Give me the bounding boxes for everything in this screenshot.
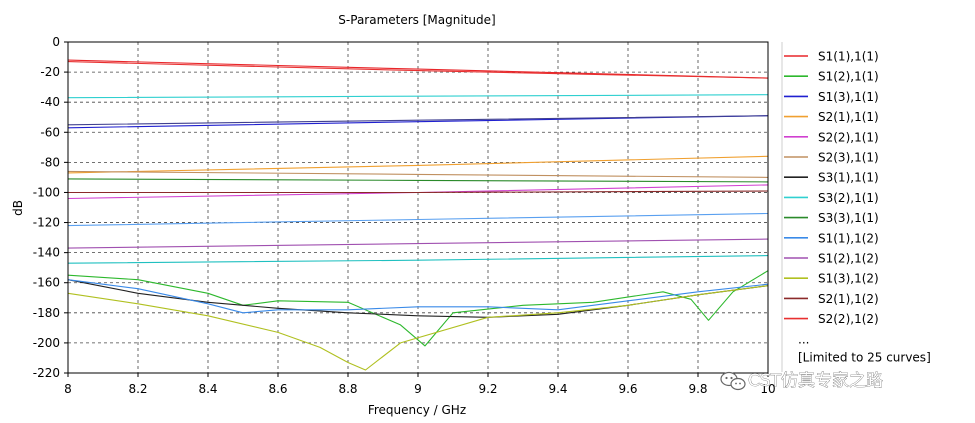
x-tick-label: 8.6: [268, 382, 287, 396]
grid: [67, 41, 769, 374]
series-line-s1-2-1-2-: [67, 238, 769, 249]
y-tick-label: -100: [33, 185, 60, 199]
legend-footer: ...: [798, 332, 809, 346]
series-line-s2-1-1-2-: [68, 190, 769, 194]
x-tick-label: 8.4: [198, 382, 217, 396]
x-tick-label: 8: [64, 382, 72, 396]
legend-label: S1(1),1(1): [818, 50, 879, 64]
legend-label: S3(3),1(1): [818, 211, 879, 225]
y-tick-label: -180: [33, 306, 60, 320]
x-tick-label: 9.8: [688, 382, 707, 396]
y-axis-title: dB: [11, 200, 25, 216]
legend-label: S1(3),1(1): [818, 90, 879, 104]
y-tick-label: -40: [40, 95, 60, 109]
series-line-unlabeled-15: [67, 255, 769, 264]
chart-title: S-Parameters [Magnitude]: [338, 13, 495, 27]
y-axis-ticks: 0 -20 -40 -60 -80 -100 -120 -140 -160 -180 -200 -22…: [33, 35, 68, 380]
legend: S1(1),1(1) S1(2),1(1) S1(3),1(1) S2(1),1(1)…: [781, 42, 931, 372]
series-line-s3-1-1-1-: [67, 279, 769, 318]
x-tick-label: 8.2: [128, 382, 147, 396]
y-tick-label: -140: [33, 246, 60, 260]
y-tick-label: 0: [52, 35, 60, 49]
y-tick-label: -20: [40, 65, 60, 79]
legend-footer: [Limited to 25 curves]: [798, 350, 931, 364]
wechat-icon: [720, 371, 746, 391]
x-tick-label: 8.8: [338, 382, 357, 396]
series-line-s2-2-1-2-: [67, 61, 769, 79]
watermark: CST仿真专家之路: [720, 371, 883, 391]
y-tick-label: -220: [33, 366, 60, 380]
series-line-s1-1-1-2-: [67, 279, 769, 314]
series-line-s3-2-1-1-: [67, 94, 769, 99]
y-tick-label: -160: [33, 276, 60, 290]
series-line-unlabeled-16: [67, 115, 769, 126]
series-line-s2-1-1-1-: [67, 155, 769, 174]
legend-label: S2(1),1(2): [818, 292, 879, 306]
y-tick-label: -120: [33, 216, 60, 230]
series-line-s1-3-1-2-: [67, 285, 769, 371]
x-tick-label: 9: [414, 382, 422, 396]
legend-label: S2(3),1(1): [818, 151, 879, 165]
y-tick-label: -60: [40, 125, 60, 139]
legend-label: S1(2),1(2): [818, 252, 879, 266]
legend-label: S1(2),1(1): [818, 70, 879, 84]
legend-label: S2(1),1(1): [818, 110, 879, 124]
legend-label: S1(3),1(2): [818, 272, 879, 286]
x-tick-label: 9.6: [618, 382, 637, 396]
series-line-s2-3-1-1-: [67, 170, 769, 178]
legend-label: S3(2),1(1): [818, 191, 879, 205]
legend-label: S2(2),1(1): [818, 130, 879, 144]
x-tick-label: 9.2: [478, 382, 497, 396]
watermark-text: CST仿真专家之路: [748, 371, 883, 391]
x-tick-label: 10: [760, 382, 775, 396]
legend-label: S1(1),1(2): [818, 231, 879, 245]
series-line-s1-2-1-1-: [67, 270, 769, 347]
y-tick-label: -80: [40, 155, 60, 169]
x-axis-ticks: 8 8.2 8.4 8.6 8.8 9 9.2 9.4 9.6 9.8 10: [64, 373, 776, 396]
y-tick-label: -200: [33, 336, 60, 350]
series-line-unlabeled-14: [67, 212, 769, 227]
legend-label: S3(1),1(1): [818, 171, 879, 185]
legend-label: S2(2),1(2): [818, 312, 879, 326]
x-axis-title: Frequency / GHz: [368, 403, 466, 417]
x-tick-label: 9.4: [548, 382, 567, 396]
plot-series: [67, 59, 769, 371]
series-line-s3-3-1-1-: [67, 178, 769, 183]
